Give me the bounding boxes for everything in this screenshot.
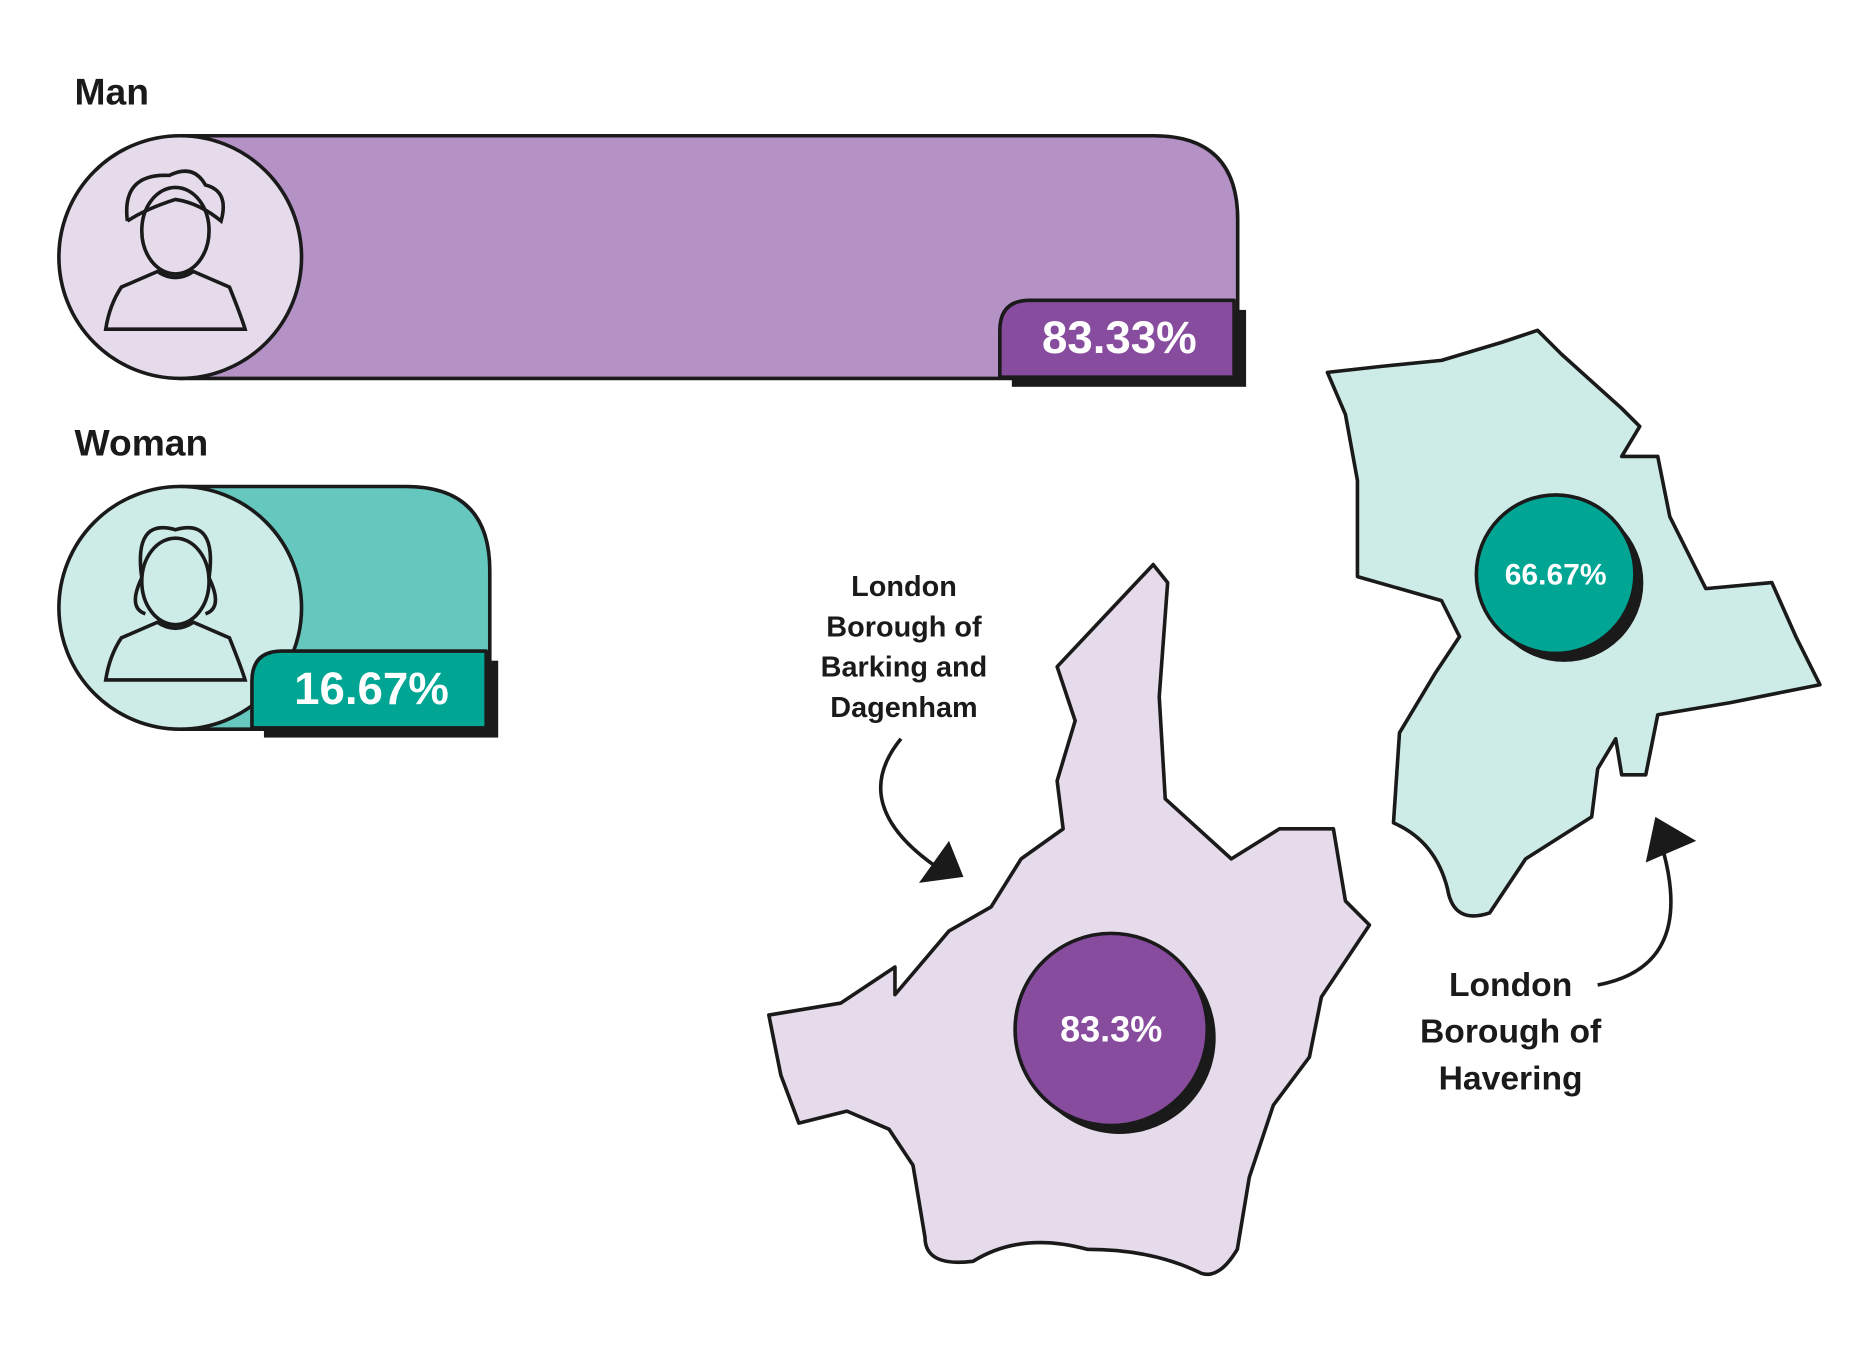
bar (178, 133, 1240, 381)
barking-map (767, 562, 1372, 1277)
arrow (1597, 852, 1673, 987)
maps (767, 328, 1822, 1277)
category-label: Man (75, 71, 149, 113)
person-icon (103, 169, 248, 331)
badge (998, 298, 1236, 379)
area-label-box: London Borough of Barking and Dagenham (820, 570, 988, 725)
body (103, 620, 248, 682)
area-label: London Borough of Havering (1420, 965, 1602, 1098)
hair (133, 526, 218, 616)
arrow (878, 737, 939, 869)
category-label: Woman (75, 421, 209, 463)
value-label: 16.67% (294, 663, 449, 714)
value-label: 83.33% (1042, 312, 1197, 363)
value-circle (1013, 931, 1210, 1128)
area-label: London Borough of Barking and Dagenham (820, 570, 988, 725)
person-icon (103, 526, 248, 682)
hair (124, 169, 226, 225)
head (139, 185, 211, 276)
value-circle (1474, 493, 1637, 656)
value-label: 66.67% (1505, 559, 1607, 592)
arrow-head (918, 840, 964, 883)
body (103, 269, 248, 331)
value-label: 83.3% (1060, 1008, 1162, 1049)
arrow-head (1645, 816, 1697, 863)
badge (250, 649, 488, 730)
area-label-box: London Borough of Havering (1420, 965, 1602, 1098)
